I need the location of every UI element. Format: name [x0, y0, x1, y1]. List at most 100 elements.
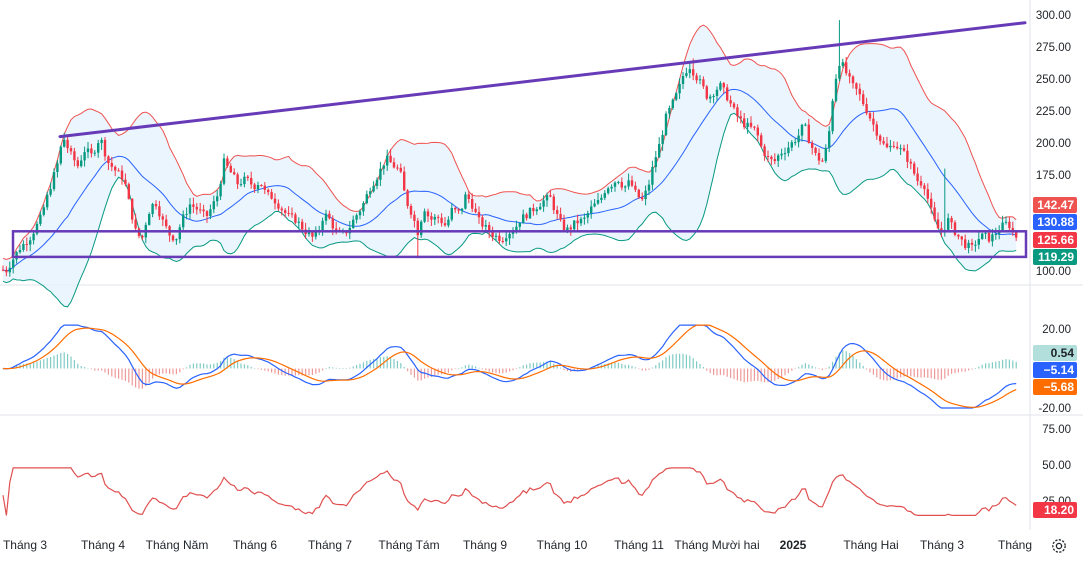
- macd-histogram-bar: [515, 368, 517, 370]
- macd-tick-label: 20.00: [1042, 324, 1071, 336]
- macd-histogram-bar: [944, 368, 946, 379]
- macd-histogram-bar: [801, 364, 803, 369]
- macd-histogram-bar: [342, 368, 344, 369]
- candle-body: [872, 118, 875, 125]
- candle-body: [474, 208, 477, 213]
- candle-body: [263, 185, 266, 190]
- candle-body: [712, 96, 715, 97]
- candle-body: [409, 206, 413, 215]
- candle-body: [981, 233, 984, 239]
- macd-histogram-bar: [767, 368, 769, 383]
- candle-body: [124, 179, 127, 185]
- gear-icon[interactable]: [1050, 537, 1068, 555]
- macd-histogram-bar: [532, 362, 534, 369]
- candle-body: [362, 203, 365, 212]
- price-tick-label: 100.00: [1036, 266, 1071, 278]
- candle-body: [845, 62, 848, 74]
- rsi-line: [2, 467, 1017, 517]
- macd-histogram-bar: [988, 363, 990, 369]
- macd-histogram-bar: [182, 368, 184, 370]
- candle-body: [709, 96, 712, 99]
- candle-body: [947, 218, 950, 230]
- macd-badge-bg: [1033, 379, 1077, 395]
- macd-histogram-bar: [111, 368, 113, 377]
- macd-histogram-bar: [80, 366, 82, 369]
- candle-body: [675, 93, 678, 100]
- macd-histogram-bar: [730, 368, 732, 379]
- macd-histogram-bar: [274, 368, 276, 374]
- macd-histogram-bar: [332, 367, 334, 369]
- macd-histogram-bar: [675, 353, 677, 369]
- candle-body: [148, 214, 151, 225]
- macd-histogram-bar: [828, 366, 830, 369]
- macd-histogram-bar: [186, 367, 188, 369]
- candle-body: [576, 220, 579, 224]
- candle-body: [226, 158, 229, 166]
- candle-body: [518, 223, 521, 227]
- macd-histogram-bar: [230, 357, 232, 369]
- macd-histogram-bar: [63, 352, 65, 369]
- candle-body: [936, 219, 940, 229]
- candle-body: [294, 214, 297, 223]
- macd-histogram-bar: [403, 366, 405, 369]
- macd-histogram-bar: [70, 356, 72, 369]
- macd-histogram-bar: [879, 368, 881, 380]
- candle-body: [107, 156, 110, 164]
- candle-body: [545, 195, 549, 201]
- macd-line: [2, 324, 1017, 409]
- macd-histogram-bar: [964, 368, 966, 372]
- macd-histogram-bar: [315, 368, 317, 374]
- candle-body: [525, 214, 528, 219]
- candle-body: [447, 219, 450, 226]
- candle-body: [515, 226, 518, 233]
- macd-histogram-bar: [978, 366, 980, 369]
- candle-body: [399, 167, 402, 172]
- macd-histogram-bar: [128, 368, 130, 383]
- macd-histogram-bar: [56, 354, 58, 369]
- candle-body: [243, 176, 246, 185]
- macd-histogram-bar: [264, 368, 266, 371]
- macd-histogram-bar: [1005, 359, 1007, 369]
- candle-body: [8, 267, 11, 273]
- candle-body: [229, 165, 232, 173]
- macd-histogram-bar: [910, 368, 912, 377]
- candle-body: [790, 142, 793, 148]
- macd-histogram-bar: [672, 354, 674, 369]
- macd-histogram-bar: [866, 368, 868, 370]
- macd-histogram-bar: [791, 368, 793, 371]
- candle-body: [171, 235, 175, 241]
- candle-body: [202, 209, 205, 212]
- macd-histogram-bar: [505, 368, 507, 373]
- macd-histogram-bar: [930, 368, 932, 379]
- candle-body: [919, 181, 923, 186]
- candle-body: [573, 220, 576, 230]
- macd-histogram-bar: [175, 368, 177, 375]
- macd-histogram-bar: [410, 368, 412, 375]
- candle-body: [603, 193, 606, 198]
- candle-body: [192, 204, 195, 207]
- macd-histogram-bar: [172, 368, 174, 375]
- candle-body: [93, 152, 96, 154]
- candle-body: [287, 212, 290, 214]
- candle-body: [933, 207, 936, 220]
- price-badge: 142.47: [1037, 198, 1074, 212]
- macd-histogram-bar: [566, 368, 568, 372]
- macd-histogram-bar: [209, 364, 211, 369]
- candle-body: [749, 122, 753, 127]
- candle-body: [882, 141, 885, 144]
- candle-body: [868, 113, 872, 119]
- macd-histogram-bar: [668, 355, 670, 369]
- candle-body: [896, 146, 899, 149]
- candle-body: [498, 235, 501, 241]
- macd-histogram-bar: [947, 368, 949, 376]
- macd-histogram-bar: [243, 364, 245, 369]
- candle-body: [324, 213, 328, 221]
- macd-histogram-bar: [345, 368, 347, 369]
- macd-histogram-bar: [339, 368, 341, 369]
- candle-body: [658, 144, 661, 158]
- candle-body: [783, 153, 787, 155]
- macd-histogram-bar: [818, 368, 820, 370]
- macd-histogram-bar: [498, 368, 500, 374]
- candle-body: [178, 227, 181, 240]
- macd-histogram-bar: [94, 368, 96, 371]
